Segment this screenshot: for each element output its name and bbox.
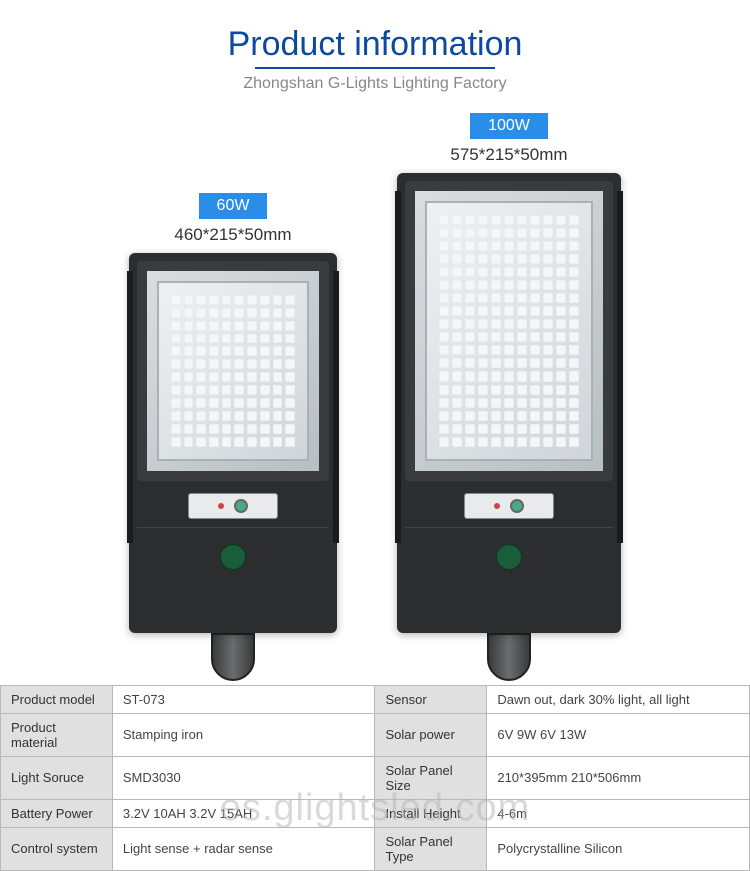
table-row: Control systemLight sense + radar senseS… (1, 827, 750, 870)
spec-value: 4-6m (487, 799, 750, 827)
table-row: Battery Power3.2V 10AH 3.2V 15AHInstall … (1, 799, 750, 827)
spec-label: Solar Panel Type (375, 827, 487, 870)
bracket-left (127, 271, 133, 543)
brand-logo-icon (496, 544, 522, 570)
logo-area (137, 527, 329, 587)
spec-label: Product model (1, 685, 113, 713)
device-render-60w (129, 253, 337, 633)
spec-label: Solar Panel Size (375, 756, 487, 799)
spec-value: 210*395mm 210*506mm (487, 756, 750, 799)
product-100w: 100W 575*215*50mm (397, 113, 621, 681)
table-row: Light SoruceSMD3030Solar Panel Size210*3… (1, 756, 750, 799)
title-underline (255, 67, 495, 69)
mount-pole (211, 633, 255, 681)
device-render-100w (397, 173, 621, 633)
wattage-badge: 100W (470, 113, 548, 139)
spec-value: Light sense + radar sense (112, 827, 375, 870)
table-row: Product modelST-073SensorDawn out, dark … (1, 685, 750, 713)
spec-label: Sensor (375, 685, 487, 713)
page-subtitle: Zhongshan G-Lights Lighting Factory (0, 75, 750, 93)
indicator-led-icon (494, 503, 500, 509)
control-panel (188, 493, 278, 519)
control-panel (464, 493, 554, 519)
products-area: 60W 460*215*50mm 100W 575*215*50mm (0, 111, 750, 681)
bracket-right (617, 191, 623, 543)
bracket-right (333, 271, 339, 543)
spec-value: Stamping iron (112, 713, 375, 756)
page-title: Product information (0, 24, 750, 65)
dimensions-label: 460*215*50mm (174, 225, 291, 245)
spec-label: Control system (1, 827, 113, 870)
spec-label: Battery Power (1, 799, 113, 827)
dimensions-label: 575*215*50mm (450, 145, 567, 165)
mount-pole (487, 633, 531, 681)
product-60w: 60W 460*215*50mm (129, 193, 337, 681)
led-grid (157, 281, 309, 461)
spec-value: ST-073 (112, 685, 375, 713)
spec-value: Dawn out, dark 30% light, all light (487, 685, 750, 713)
power-button-icon (234, 499, 248, 513)
led-panel (137, 261, 329, 481)
spec-label: Install Height (375, 799, 487, 827)
logo-area (405, 527, 613, 587)
led-panel (405, 181, 613, 481)
wattage-badge: 60W (199, 193, 268, 219)
bracket-left (395, 191, 401, 543)
spec-table: Product modelST-073SensorDawn out, dark … (0, 685, 750, 871)
spec-value: 3.2V 10AH 3.2V 15AH (112, 799, 375, 827)
spec-label: Product material (1, 713, 113, 756)
spec-label: Solar power (375, 713, 487, 756)
header: Product information Zhongshan G-Lights L… (0, 0, 750, 93)
spec-value: SMD3030 (112, 756, 375, 799)
spec-value: 6V 9W 6V 13W (487, 713, 750, 756)
spec-label: Light Soruce (1, 756, 113, 799)
led-grid (425, 201, 593, 461)
spec-value: Polycrystalline Silicon (487, 827, 750, 870)
power-button-icon (510, 499, 524, 513)
table-row: Product materialStamping ironSolar power… (1, 713, 750, 756)
brand-logo-icon (220, 544, 246, 570)
indicator-led-icon (218, 503, 224, 509)
